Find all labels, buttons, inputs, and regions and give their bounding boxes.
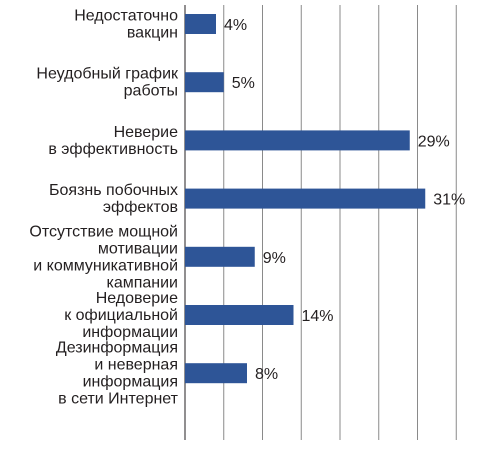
category-label-5-line-2: информации — [82, 324, 178, 341]
bar-1 — [185, 72, 224, 93]
category-label-0-line-1: вакцин — [127, 25, 178, 42]
value-label-0: 4% — [224, 17, 247, 34]
category-label-6-line-2: информация — [83, 374, 178, 391]
category-label-0-line-0: Недостаточно — [74, 8, 178, 25]
category-label-4: Отсутствие мощной мотивации и коммуникатив… — [29, 223, 178, 291]
bar-3 — [185, 188, 426, 209]
value-label-6: 8% — [255, 366, 278, 383]
category-label-5-line-0: Недоверие — [96, 290, 178, 307]
category-label-2: Неверие в эффективность — [48, 124, 178, 158]
category-label-2-line-1: в эффективность — [48, 141, 178, 158]
category-label-5: Недоверие к официальной информации — [64, 290, 178, 341]
category-label-4-line-2: и коммуникативной — [33, 257, 178, 274]
value-label-3: 31% — [433, 192, 465, 209]
category-label-6-line-0: Дезинформация — [56, 340, 178, 357]
bar-5 — [185, 305, 294, 325]
category-label-3-line-1: эффектов — [103, 199, 178, 216]
value-label-1: 5% — [232, 75, 255, 92]
bar-2 — [185, 130, 410, 151]
category-label-1: Неудобный график работы — [36, 66, 179, 100]
bar-4 — [185, 246, 255, 267]
value-label-5: 14% — [302, 308, 334, 325]
category-label-4-line-0: Отсутствие мощной — [29, 223, 178, 240]
value-label-2: 29% — [418, 133, 450, 150]
category-label-6-line-1: и неверная — [94, 357, 178, 374]
category-label-6-line-3: в сети Интернет — [58, 391, 179, 408]
category-label-6: Дезинформация и неверная информация в сети … — [56, 340, 179, 408]
category-label-0: Недостаточно вакцин — [74, 8, 178, 42]
category-label-4-line-1: мотивации — [98, 240, 178, 257]
bar-6 — [185, 363, 247, 384]
category-label-3: Боязнь побочных эффектов — [49, 182, 178, 216]
category-label-1-line-0: Неудобный график — [36, 66, 179, 83]
category-label-2-line-0: Неверие — [114, 124, 179, 141]
category-label-1-line-1: работы — [124, 83, 178, 100]
category-label-3-line-0: Боязнь побочных — [49, 182, 178, 199]
category-label-4-line-3: кампании — [106, 274, 178, 291]
value-label-4: 9% — [263, 250, 286, 267]
category-label-5-line-1: к официальной — [64, 307, 178, 324]
bar-0 — [185, 14, 216, 34]
